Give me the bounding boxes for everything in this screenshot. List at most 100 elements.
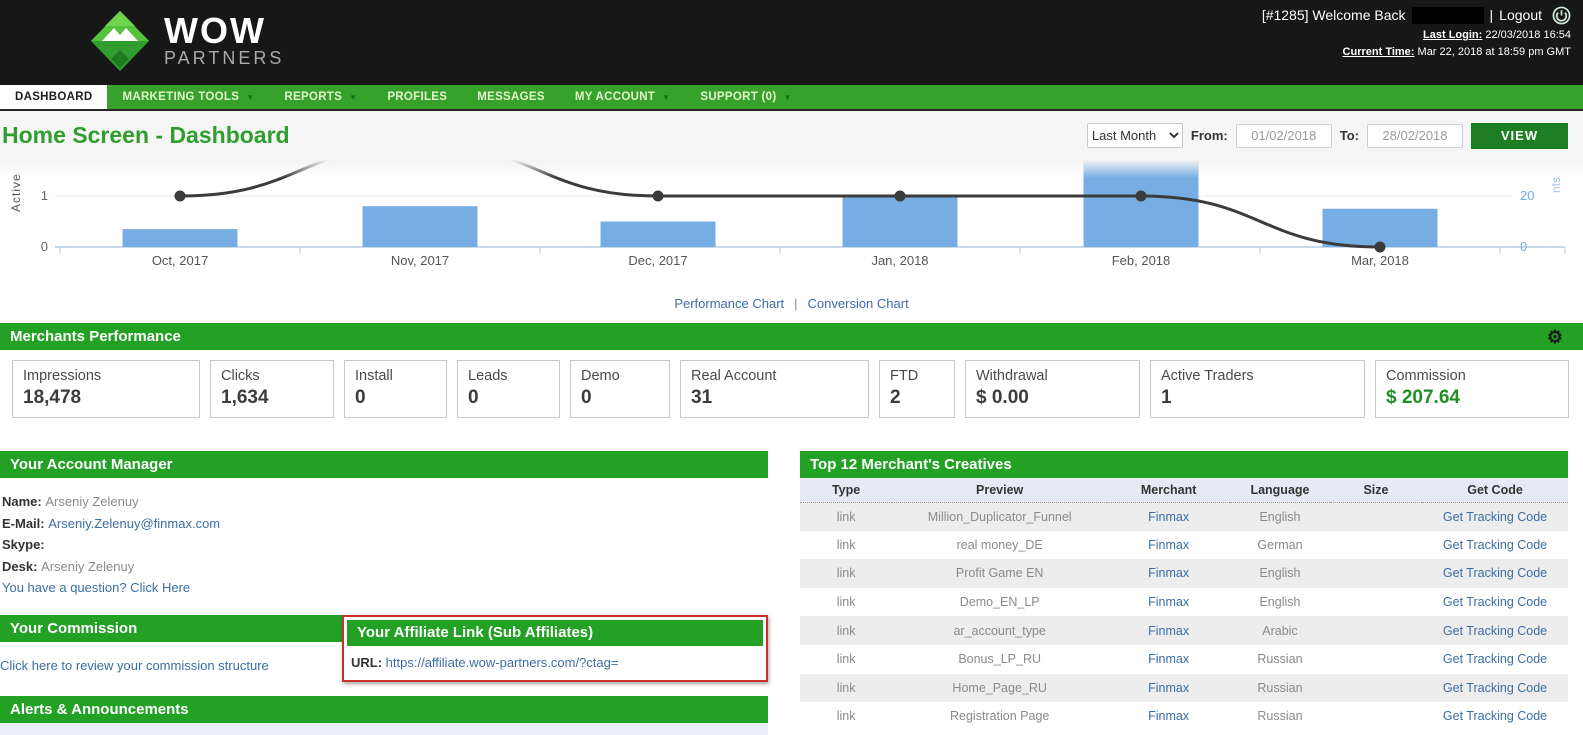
affiliate-link-header: Your Affiliate Link (Sub Affiliates) bbox=[347, 619, 763, 646]
creative-type: link bbox=[836, 537, 856, 552]
alerts-title: Alerts & Announcements bbox=[10, 700, 189, 718]
stat-value: $ 207.64 bbox=[1386, 387, 1460, 408]
creative-row: link Bonus_LP_RU Finmax Russian Get Trac… bbox=[800, 645, 1568, 674]
stat-value: 0 bbox=[355, 387, 366, 408]
stat-card: Demo 0 bbox=[570, 360, 670, 418]
chevron-down-icon: ▼ bbox=[783, 92, 792, 102]
commission-title: Your Commission bbox=[10, 619, 138, 637]
creative-row: link real money_DE Finmax German Get Tra… bbox=[800, 531, 1568, 560]
stat-card: FTD 2 bbox=[879, 360, 955, 418]
merchants-performance-header: Merchants Performance ⚙ bbox=[0, 323, 1583, 350]
nav-item-reports[interactable]: REPORTS ▼ bbox=[269, 85, 372, 109]
creative-row: link Registration Page Finmax Russian Ge… bbox=[800, 702, 1568, 731]
performance-chart-link[interactable]: Performance Chart bbox=[674, 296, 785, 311]
creative-merchant-link[interactable]: Finmax bbox=[1148, 709, 1190, 724]
right-axis-tick-0: 0 bbox=[1520, 239, 1527, 254]
get-tracking-code-link[interactable]: Get Tracking Code bbox=[1442, 623, 1548, 638]
creative-row: link Profit Game EN Finmax English Get T… bbox=[800, 559, 1568, 588]
creative-merchant-link[interactable]: Finmax bbox=[1148, 680, 1190, 695]
get-tracking-code-link[interactable]: Get Tracking Code bbox=[1442, 680, 1548, 695]
to-date-input[interactable] bbox=[1367, 123, 1463, 148]
creatives-col-language: Language bbox=[1230, 478, 1330, 503]
logout-link[interactable]: Logout bbox=[1499, 7, 1542, 23]
commission-header: Your Commission bbox=[0, 614, 342, 642]
creative-row: link Home_Page_RU Finmax Russian Get Tra… bbox=[800, 673, 1568, 703]
chart-bar bbox=[1322, 208, 1438, 247]
stat-card: Active Traders 1 bbox=[1150, 360, 1365, 418]
stat-card: Install 0 bbox=[344, 360, 447, 418]
creative-preview: ar_account_type bbox=[892, 616, 1108, 645]
creative-preview: Bonus_LP_RU bbox=[958, 652, 1042, 667]
stat-card: Commission $ 207.64 bbox=[1375, 360, 1569, 418]
last-login-label: Last Login: bbox=[1423, 29, 1483, 41]
creative-merchant-link[interactable]: Finmax bbox=[1148, 652, 1190, 667]
creative-language: Russian bbox=[1230, 673, 1330, 703]
manager-field-label: Desk: bbox=[2, 558, 42, 574]
stat-value: 1,634 bbox=[221, 387, 269, 408]
affiliate-url-link[interactable]: https://affiliate.wow-partners.com/?ctag… bbox=[385, 654, 619, 670]
chart-bar bbox=[1083, 160, 1199, 247]
creative-preview: real money_DE bbox=[956, 537, 1043, 552]
creative-size bbox=[1329, 673, 1423, 703]
nav-item-marketing-tools[interactable]: MARKETING TOOLS ▼ bbox=[107, 85, 269, 109]
creatives-title: Top 12 Merchant's Creatives bbox=[810, 456, 1012, 473]
creative-size bbox=[1329, 502, 1423, 531]
account-manager-info: Name: Arseniy Zelenuy E-Mail: Arseniy.Ze… bbox=[0, 478, 768, 599]
creative-language: Russian bbox=[1257, 709, 1303, 724]
nav-item-dashboard[interactable]: DASHBOARD bbox=[0, 85, 108, 109]
question-link[interactable]: You have a question? Click Here bbox=[2, 580, 191, 595]
manager-field-value[interactable]: Arseniy.Zelenuy@finmax.com bbox=[48, 515, 221, 531]
creative-merchant-link[interactable]: Finmax bbox=[1148, 509, 1190, 524]
month-label: Nov, 2017 bbox=[391, 253, 449, 268]
get-tracking-code-link[interactable]: Get Tracking Code bbox=[1442, 537, 1548, 552]
get-tracking-code-link[interactable]: Get Tracking Code bbox=[1442, 566, 1548, 581]
creative-size bbox=[1330, 531, 1422, 560]
view-button[interactable]: VIEW bbox=[1471, 122, 1568, 149]
nav-item-support-0-[interactable]: SUPPORT (0) ▼ bbox=[685, 85, 806, 109]
commission-structure-link[interactable]: Click here to review your commission str… bbox=[0, 657, 269, 673]
stat-label: Demo bbox=[581, 368, 620, 384]
creative-type: link bbox=[836, 595, 856, 610]
creatives-header-row: Type Preview Merchant Language Size Get Code bbox=[800, 478, 1568, 503]
conversion-chart-link[interactable]: Conversion Chart bbox=[807, 296, 909, 311]
get-tracking-code-link[interactable]: Get Tracking Code bbox=[1442, 709, 1548, 724]
chart-bar bbox=[600, 221, 716, 247]
chart-data-point bbox=[894, 190, 906, 202]
chevron-down-icon: ▼ bbox=[662, 92, 671, 102]
creatives-col-type: Type bbox=[800, 478, 893, 503]
manager-field: Name: Arseniy Zelenuy bbox=[2, 491, 768, 513]
current-time-label: Current Time: bbox=[1342, 46, 1415, 58]
creative-merchant-link[interactable]: Finmax bbox=[1148, 595, 1190, 610]
get-tracking-code-link[interactable]: Get Tracking Code bbox=[1442, 509, 1548, 524]
stat-label: FTD bbox=[890, 368, 919, 384]
date-range-select[interactable]: Last Month bbox=[1086, 123, 1183, 148]
gear-icon[interactable]: ⚙ bbox=[1546, 326, 1563, 347]
nav-item-profiles[interactable]: PROFILES bbox=[372, 85, 462, 109]
creative-merchant-link[interactable]: Finmax bbox=[1148, 566, 1190, 581]
link-separator: | bbox=[794, 296, 798, 311]
get-tracking-code-link[interactable]: Get Tracking Code bbox=[1442, 652, 1548, 667]
nav-item-label: MESSAGES bbox=[477, 91, 545, 103]
creative-merchant-link[interactable]: Finmax bbox=[1148, 623, 1190, 638]
month-label: Jan, 2018 bbox=[871, 253, 928, 268]
get-tracking-code-link[interactable]: Get Tracking Code bbox=[1442, 595, 1548, 610]
creative-language: English bbox=[1259, 595, 1301, 610]
affiliate-link-title: Your Affiliate Link (Sub Affiliates) bbox=[357, 624, 594, 641]
creative-preview: Demo_EN_LP bbox=[959, 595, 1040, 610]
stat-label: Impressions bbox=[23, 368, 102, 384]
from-label: From: bbox=[1190, 128, 1228, 143]
power-icon[interactable] bbox=[1552, 6, 1571, 25]
current-time-value: Mar 22, 2018 at 18:59 pm GMT bbox=[1417, 46, 1571, 58]
month-label: Feb, 2018 bbox=[1112, 253, 1171, 268]
chart-data-point bbox=[1135, 190, 1147, 202]
creative-type: link bbox=[836, 652, 856, 667]
nav-item-my-account[interactable]: MY ACCOUNT ▼ bbox=[560, 85, 686, 109]
manager-field: Desk: Arseniy Zelenuy bbox=[2, 556, 768, 578]
creative-merchant-link[interactable]: Finmax bbox=[1148, 537, 1190, 552]
nav-item-messages[interactable]: MESSAGES bbox=[462, 85, 560, 109]
from-date-input[interactable] bbox=[1235, 123, 1332, 148]
creative-size bbox=[1330, 588, 1422, 617]
chart-line bbox=[174, 160, 1386, 253]
stat-card: Real Account 31 bbox=[680, 360, 869, 418]
brand-text: WOW PARTNERS bbox=[164, 13, 284, 69]
